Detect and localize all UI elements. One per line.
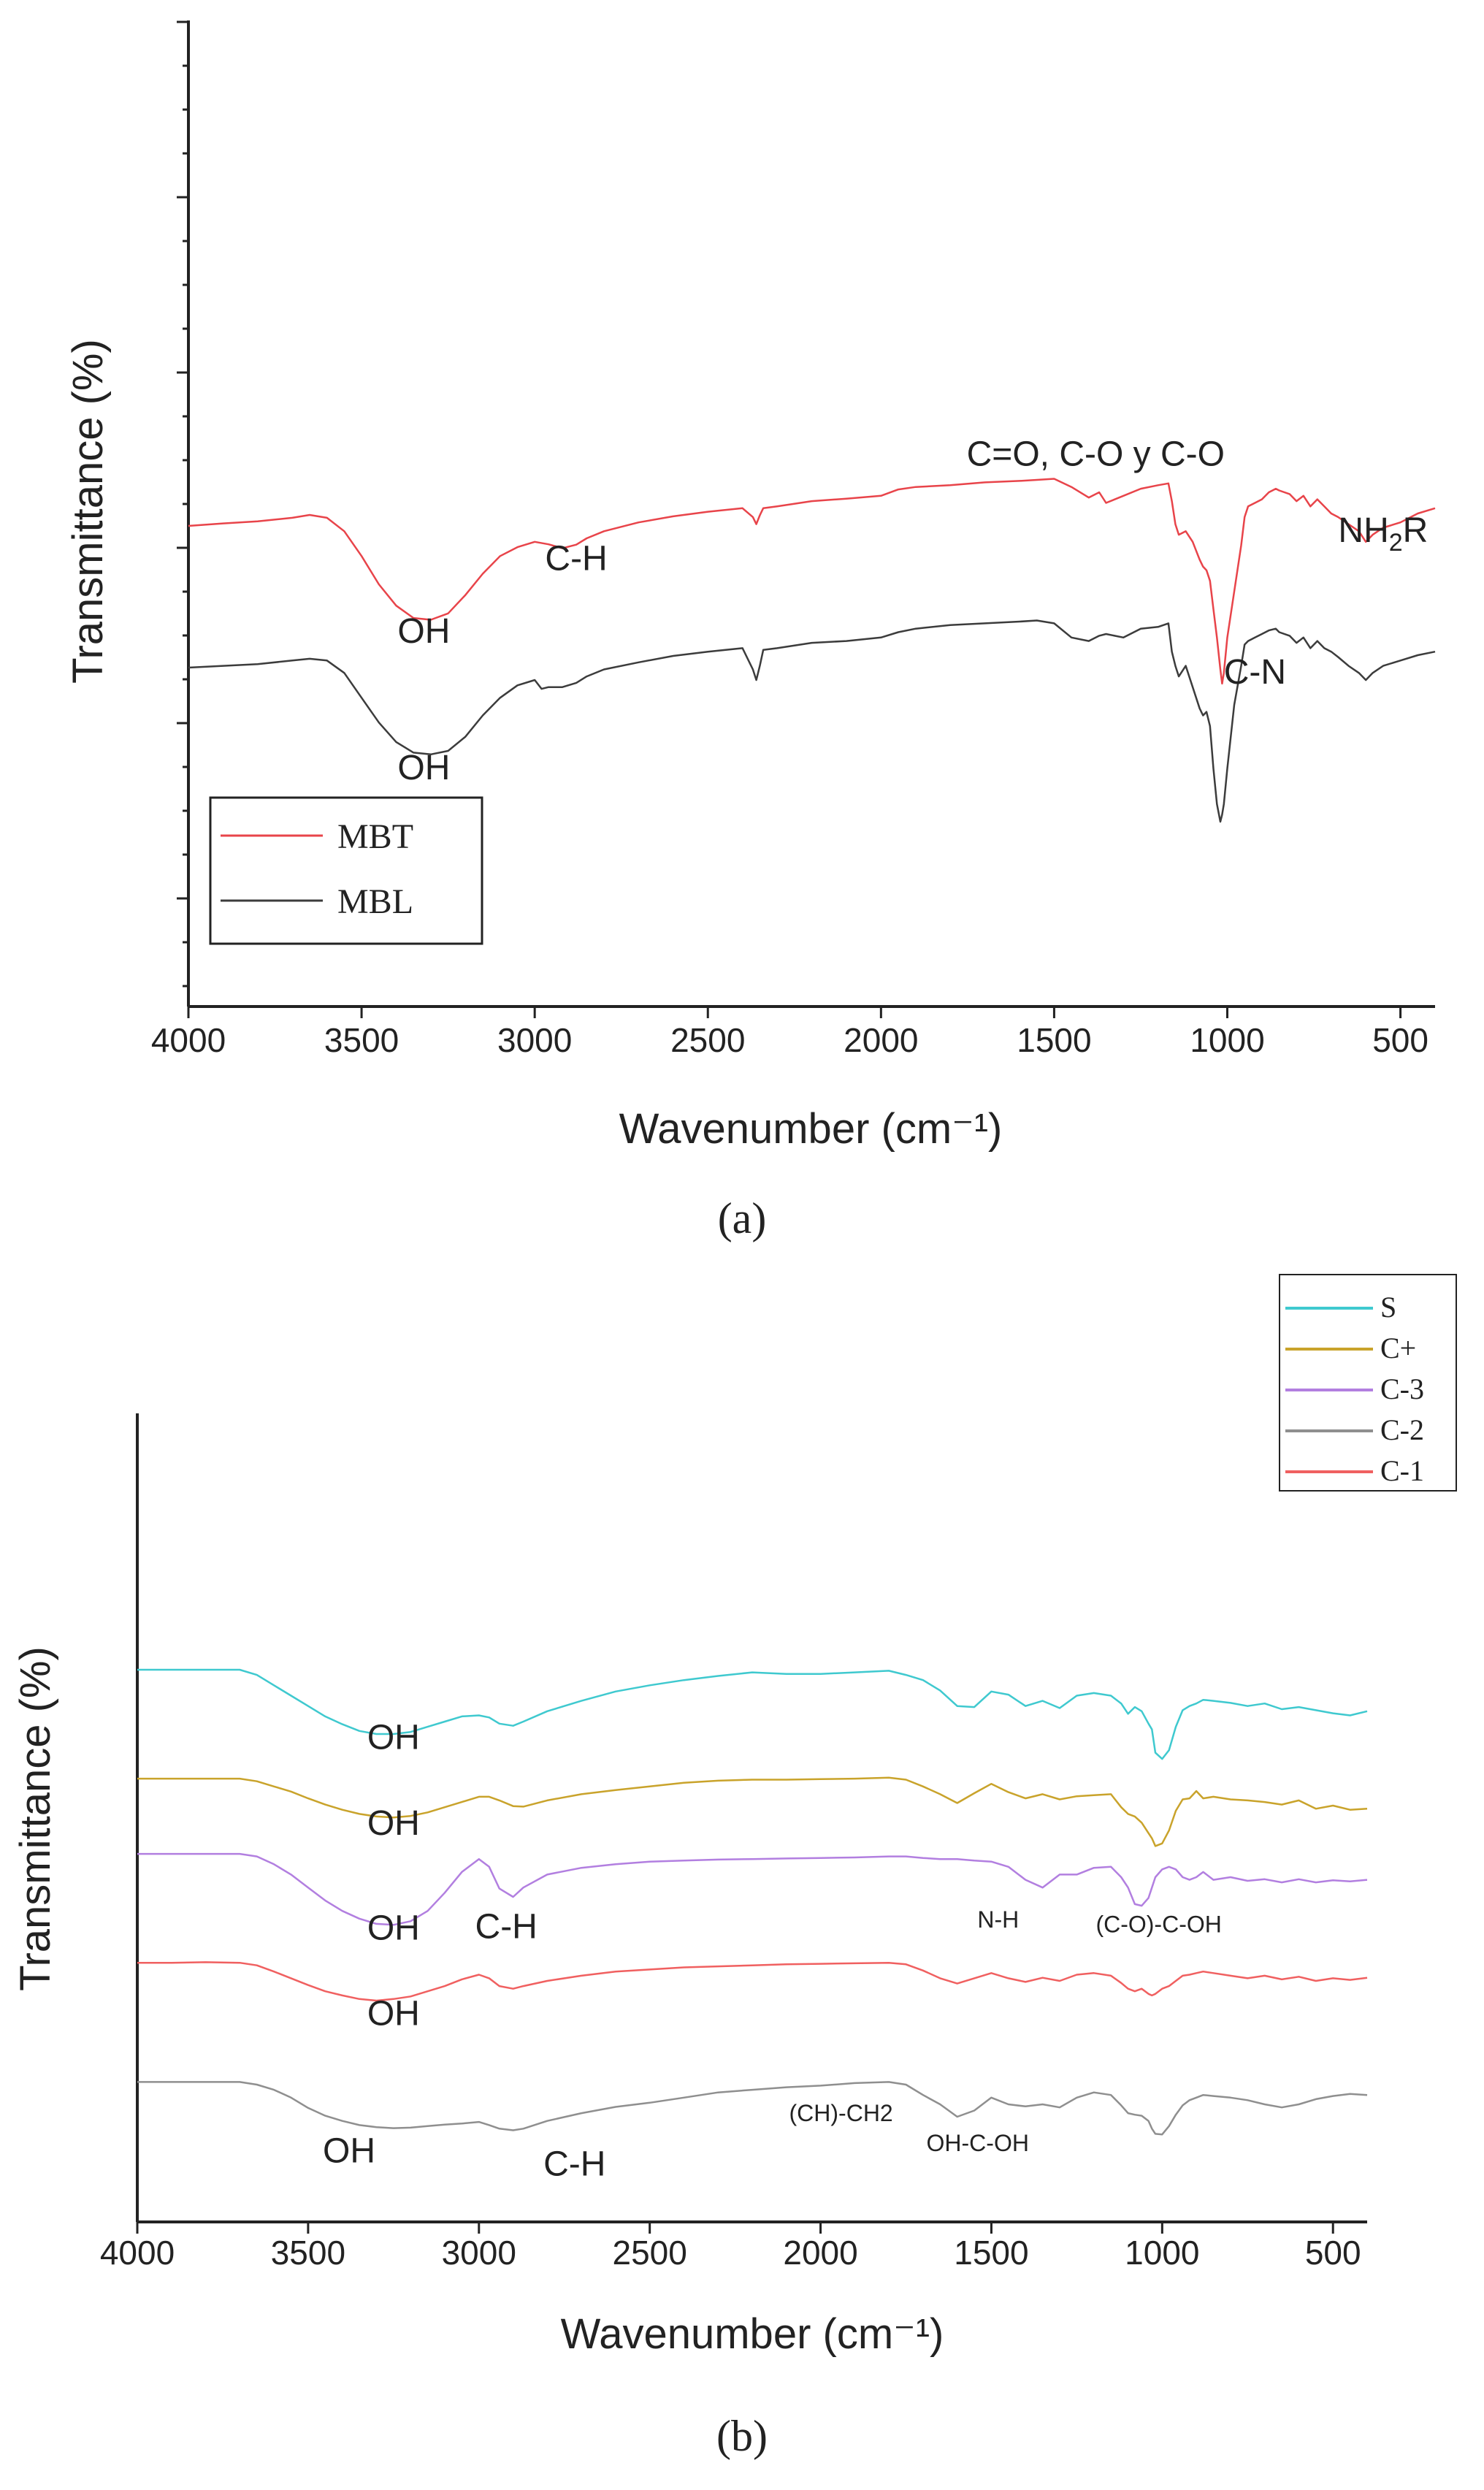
annotation-c-o-c-o-y-c-o: C=O, C-O y C-O [967, 435, 1225, 474]
annotation-n-h: N-H [977, 1906, 1019, 1933]
legend-label-c-2: C-2 [1380, 1413, 1424, 1446]
panel-b-series [137, 1668, 1368, 2136]
panel-b-x-axis-title: Wavenumber (cm⁻¹) [561, 2310, 944, 2358]
panel-b-legend: S C+ C-3 C-2 C-1 [1279, 1274, 1457, 1492]
x-tick-label-1500: 1500 [1017, 1021, 1091, 1059]
panel-a-x-axis-title: Wavenumber (cm⁻¹) [619, 1105, 1003, 1153]
annotation-oh: OH [367, 1718, 420, 1757]
x-tick-label-2000: 2000 [844, 1021, 918, 1059]
annotation-oh: OH [397, 749, 450, 787]
series-line-mbt [188, 478, 1436, 685]
annotation-oh: OH [323, 2132, 375, 2171]
x-tick-label-3000: 3000 [442, 2234, 516, 2272]
annotation-oh-c-oh: OH-C-OH [927, 2130, 1029, 2156]
panel-a-annotations: OH C-H C=O, C-O y C-O NH2R C-N OH [397, 435, 1428, 787]
x-tick-label-1000: 1000 [1125, 2234, 1199, 2272]
x-tick-label-2500: 2500 [670, 1021, 745, 1059]
panel-a-legend-box [209, 796, 483, 945]
x-tick-label-500: 500 [1372, 1021, 1428, 1059]
annotation-c-h: C-H [543, 2145, 605, 2183]
series-line-c-3 [137, 1852, 1368, 1926]
panel-a-label: (a) [718, 1194, 767, 1242]
panel-b-y-axis-title: Transmittance (%) [12, 1646, 59, 1991]
x-tick-label-4000: 4000 [151, 1021, 226, 1059]
x-tick-label-500: 500 [1305, 2234, 1361, 2272]
x-tick-label-3000: 3000 [497, 1021, 572, 1059]
panel-b: 4000 3500 3000 2500 2000 1500 1000 500 OHOHOHOH… [12, 1274, 1457, 2460]
annotation-oh: OH [367, 1804, 420, 1843]
panel-a: 4000 3500 3000 2500 2000 1500 1000 500 OH C-H C=O… [64, 20, 1436, 1242]
legend-label-c-plus: C+ [1380, 1332, 1416, 1364]
annotation-nh2r: NH2R [1338, 511, 1428, 557]
legend-label-c-1: C-1 [1380, 1454, 1424, 1487]
panel-b-label: (b) [716, 2412, 768, 2460]
legend-label-mbl: MBL [337, 882, 413, 921]
series-line-c-1 [137, 1961, 1368, 2002]
legend-label-mbt: MBT [337, 817, 413, 856]
annotation-c-h: C-H [475, 1907, 538, 1946]
legend-label-c-3: C-3 [1380, 1372, 1424, 1405]
panel-a-y-axis-title: Transmittance (%) [64, 339, 112, 684]
series-line-c-2 [137, 2081, 1368, 2136]
x-tick-label-1000: 1000 [1190, 1021, 1264, 1059]
series-line-mbl [188, 619, 1436, 823]
panel-a-x-ticks: 4000 3500 3000 2500 2000 1500 1000 500 [151, 1007, 1428, 1059]
legend-label-s: S [1380, 1291, 1396, 1324]
panel-b-annotations: OH OH OH OH OH C-H C-H N-H (C-O)-C-OH (CH)-CH2 OH-… [323, 1718, 1222, 2183]
annotation-ch-ch2: (CH)-CH2 [789, 2100, 893, 2126]
annotation-oh: OH [367, 1995, 420, 2033]
annotation-c-h: C-H [545, 540, 607, 578]
annotation-oh: OH [397, 612, 450, 651]
panel-a-legend: MBT MBL [209, 796, 483, 945]
panel-b-legend-box [1279, 1274, 1457, 1492]
panel-a-y-ticks [177, 20, 188, 988]
annotation-c-o-c-oh: (C-O)-C-OH [1095, 1912, 1221, 1938]
x-tick-label-3500: 3500 [271, 2234, 345, 2272]
panel-a-series [188, 478, 1436, 823]
x-tick-label-2500: 2500 [612, 2234, 686, 2272]
x-tick-label-4000: 4000 [100, 2234, 175, 2272]
annotation-c-n: C-N [1224, 653, 1286, 692]
x-tick-label-2000: 2000 [783, 2234, 857, 2272]
series-line-s [137, 1668, 1368, 1760]
x-tick-label-1500: 1500 [954, 2234, 1028, 2272]
panel-b-x-ticks: 4000 3500 3000 2500 2000 1500 1000 500 [100, 2222, 1361, 2272]
annotation-oh: OH [367, 1909, 420, 1948]
series-line-c-plus [137, 1776, 1368, 1847]
x-tick-label-3500: 3500 [324, 1021, 399, 1059]
